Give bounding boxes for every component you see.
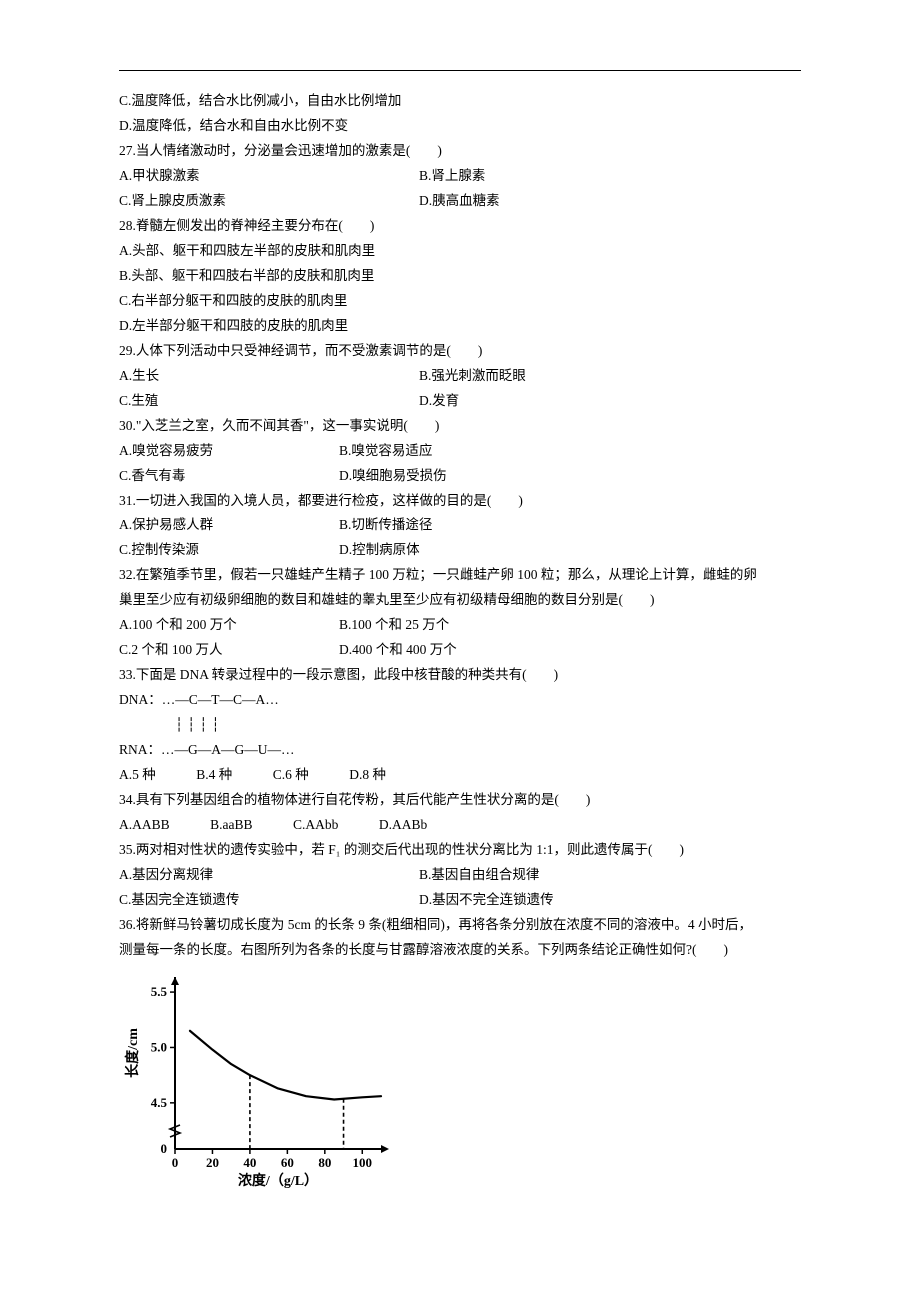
svg-text:0: 0 <box>161 1141 168 1156</box>
q29-row1: A.生长 B.强光刺激而眨眼 <box>119 364 801 389</box>
q29-opt-d: D.发育 <box>419 389 459 414</box>
q28-opt-a: A.头部、躯干和四肢左半部的皮肤和肌肉里 <box>119 239 801 264</box>
q36-chart: 0 20 40 60 80 100 4.5 5.0 5.5 0 浓度/（g/L） 长度/cm <box>119 963 801 1191</box>
svg-text:4.5: 4.5 <box>151 1095 168 1110</box>
svg-text:浓度/（g/L）: 浓度/（g/L） <box>238 1172 318 1189</box>
q31-opt-d: D.控制病原体 <box>339 538 420 563</box>
q31-row2: C.控制传染源 D.控制病原体 <box>119 538 801 563</box>
svg-text:20: 20 <box>206 1155 219 1170</box>
q30-stem: 30."入芝兰之室，久而不闻其香"，这一事实说明( ) <box>119 414 801 439</box>
q30-opt-b: B.嗅觉容易适应 <box>339 439 432 464</box>
q28-opt-b: B.头部、躯干和四肢右半部的皮肤和肌肉里 <box>119 264 801 289</box>
svg-text:长度/cm: 长度/cm <box>124 1028 141 1078</box>
svg-text:5.5: 5.5 <box>151 984 168 999</box>
q26-opt-d: D.温度降低，结合水和自由水比例不变 <box>119 114 801 139</box>
q30-opt-c: C.香气有毒 <box>119 464 339 489</box>
svg-text:80: 80 <box>318 1155 331 1170</box>
q27-row1: A.甲状腺激素 B.肾上腺素 <box>119 164 801 189</box>
q31-opt-c: C.控制传染源 <box>119 538 339 563</box>
q28-opt-c: C.右半部分躯干和四肢的皮肤的肌肉里 <box>119 289 801 314</box>
q32-stem-2: 巢里至少应有初级卵细胞的数目和雄蛙的睾丸里至少应有初级精母细胞的数目分别是( ) <box>119 588 801 613</box>
q29-row2: C.生殖 D.发育 <box>119 389 801 414</box>
q30-row2: C.香气有毒 D.嗅细胞易受损伤 <box>119 464 801 489</box>
q35-row1: A.基因分离规律 B.基因自由组合规律 <box>119 863 801 888</box>
q30-opt-a: A.嗅觉容易疲劳 <box>119 439 339 464</box>
q32-row1: A.100 个和 200 万个 B.100 个和 25 万个 <box>119 613 801 638</box>
q33-stem: 33.下面是 DNA 转录过程中的一段示意图，此段中核苷酸的种类共有( ) <box>119 663 801 688</box>
q31-opt-b: B.切断传播途径 <box>339 513 432 538</box>
q27-opt-b: B.肾上腺素 <box>419 164 485 189</box>
q31-row1: A.保护易感人群 B.切断传播途径 <box>119 513 801 538</box>
q36-stem-1: 36.将新鲜马铃薯切成长度为 5cm 的长条 9 条(粗细相同)，再将各条分别放… <box>119 913 801 938</box>
q29-opt-c: C.生殖 <box>119 389 419 414</box>
svg-text:100: 100 <box>353 1155 373 1170</box>
q28-stem: 28.脊髓左侧发出的脊神经主要分布在( ) <box>119 214 801 239</box>
q32-opt-b: B.100 个和 25 万个 <box>339 613 449 638</box>
q29-opt-a: A.生长 <box>119 364 419 389</box>
q31-opt-a: A.保护易感人群 <box>119 513 339 538</box>
q33-dna: DNA：…—C—T—C—A… <box>119 688 801 713</box>
q28-opt-d: D.左半部分躯干和四肢的皮肤的肌肉里 <box>119 314 801 339</box>
q27-opt-c: C.肾上腺皮质激素 <box>119 189 419 214</box>
q27-opt-a: A.甲状腺激素 <box>119 164 419 189</box>
q35-row2: C.基因完全连锁遗传 D.基因不完全连锁遗传 <box>119 888 801 913</box>
svg-text:5.0: 5.0 <box>151 1039 167 1054</box>
q35-opt-d: D.基因不完全连锁遗传 <box>419 888 554 913</box>
q35-opt-c: C.基因完全连锁遗传 <box>119 888 419 913</box>
q34-stem: 34.具有下列基因组合的植物体进行自花传粉，其后代能产生性状分离的是( ) <box>119 788 801 813</box>
q36-stem-2: 测量每一条的长度。右图所列为各条的长度与甘露醇溶液浓度的关系。下列两条结论正确性… <box>119 938 801 963</box>
q33-bonds: ┆┆┆┆ <box>119 713 801 738</box>
q35-stem: 35.两对相对性状的遗传实验中，若 F₁ 的测交后代出现的性状分离比为 1:1，… <box>119 838 801 863</box>
q32-row2: C.2 个和 100 万人 D.400 个和 400 万个 <box>119 638 801 663</box>
q27-row2: C.肾上腺皮质激素 D.胰高血糖素 <box>119 189 801 214</box>
q27-stem: 27.当人情绪激动时，分泌量会迅速增加的激素是( ) <box>119 139 801 164</box>
chart-svg: 0 20 40 60 80 100 4.5 5.0 5.5 0 浓度/（g/L） 长度/cm <box>123 971 391 1191</box>
q32-stem-1: 32.在繁殖季节里，假若一只雄蛙产生精子 100 万粒；一只雌蛙产卵 100 粒… <box>119 563 801 588</box>
q35-opt-b: B.基因自由组合规律 <box>419 863 539 888</box>
q33-rna: RNA：…—G—A—G—U—… <box>119 738 801 763</box>
q32-opt-a: A.100 个和 200 万个 <box>119 613 339 638</box>
q34-opts: A.AABB B.aaBB C.AAbb D.AABb <box>119 813 801 838</box>
svg-text:40: 40 <box>243 1155 256 1170</box>
q32-opt-d: D.400 个和 400 万个 <box>339 638 457 663</box>
q35-opt-a: A.基因分离规律 <box>119 863 419 888</box>
q31-stem: 31.一切进入我国的入境人员，都要进行检疫，这样做的目的是( ) <box>119 489 801 514</box>
q33-opts: A.5 种 B.4 种 C.6 种 D.8 种 <box>119 763 801 788</box>
q30-opt-d: D.嗅细胞易受损伤 <box>339 464 447 489</box>
q26-opt-c: C.温度降低，结合水比例减小，自由水比例增加 <box>119 89 801 114</box>
exam-page: C.温度降低，结合水比例减小，自由水比例增加 D.温度降低，结合水和自由水比例不… <box>119 0 801 1231</box>
svg-text:0: 0 <box>172 1155 179 1170</box>
q29-stem: 29.人体下列活动中只受神经调节，而不受激素调节的是( ) <box>119 339 801 364</box>
q30-row1: A.嗅觉容易疲劳 B.嗅觉容易适应 <box>119 439 801 464</box>
q27-opt-d: D.胰高血糖素 <box>419 189 500 214</box>
q29-opt-b: B.强光刺激而眨眼 <box>419 364 526 389</box>
svg-text:60: 60 <box>281 1155 294 1170</box>
q32-opt-c: C.2 个和 100 万人 <box>119 638 339 663</box>
top-rule <box>119 70 801 71</box>
